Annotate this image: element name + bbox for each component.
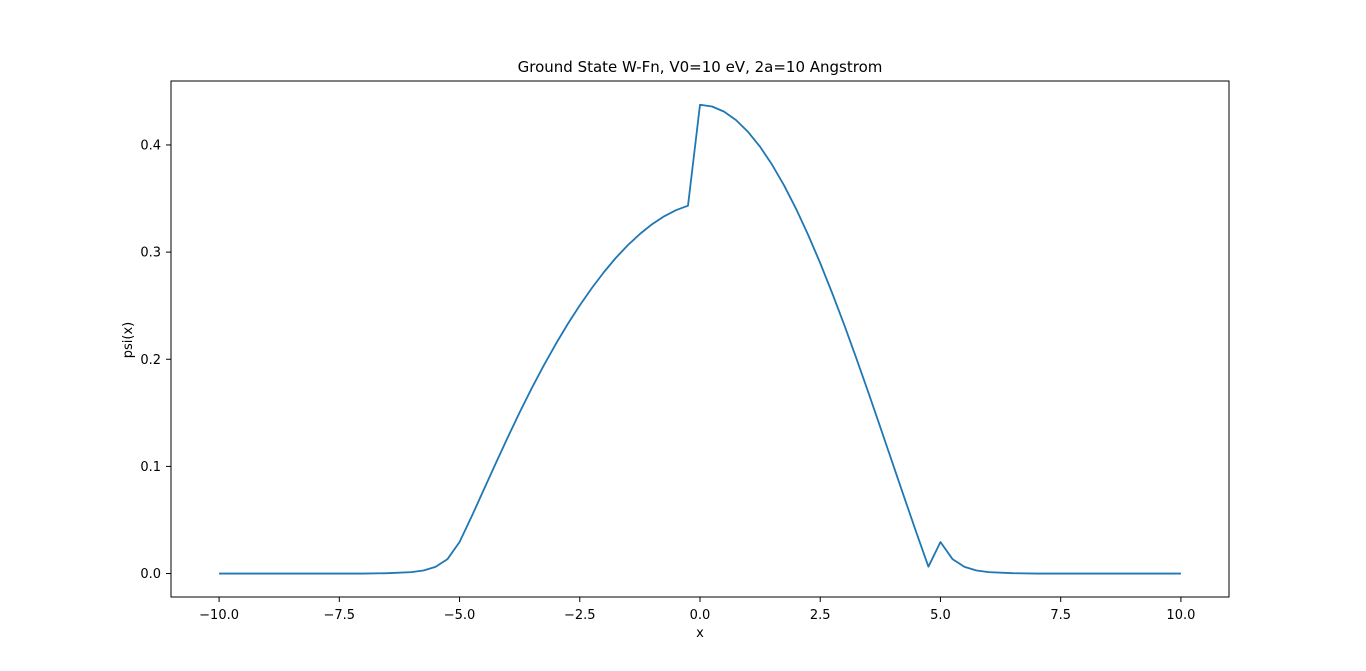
y-tick-label: 0.4	[140, 138, 161, 153]
y-tick-label: 0.1	[140, 460, 161, 475]
x-tick-label: −5.0	[444, 608, 476, 623]
series-line	[219, 103, 1181, 575]
y-axis-label: psi(x)	[121, 322, 136, 358]
x-tick-label: 10.0	[1166, 608, 1195, 623]
x-tick-label: −2.5	[564, 608, 596, 623]
x-tick-label: −10.0	[199, 608, 239, 623]
y-tick-label: 0.2	[140, 353, 161, 368]
y-tick-label: 0.3	[140, 246, 161, 261]
y-axis-ticks: 0.0 0.1 0.2 0.3 0.4	[140, 138, 171, 582]
x-tick-label: 0.0	[690, 608, 711, 623]
chart-title: Ground State W-Fn, V0=10 eV, 2a=10 Angst…	[518, 58, 883, 76]
y-tick-label: 0.0	[140, 567, 161, 582]
x-axis-ticks: −10.0 −7.5 −5.0 −2.5 0.0 2.5 5.0 7.5 10.0	[199, 597, 1195, 623]
x-tick-label: 2.5	[810, 608, 831, 623]
plot-area	[219, 103, 1181, 575]
x-tick-label: −7.5	[324, 608, 356, 623]
x-tick-label: 7.5	[1050, 608, 1071, 623]
x-axis-label: x	[696, 626, 704, 641]
x-tick-label: 5.0	[930, 608, 951, 623]
